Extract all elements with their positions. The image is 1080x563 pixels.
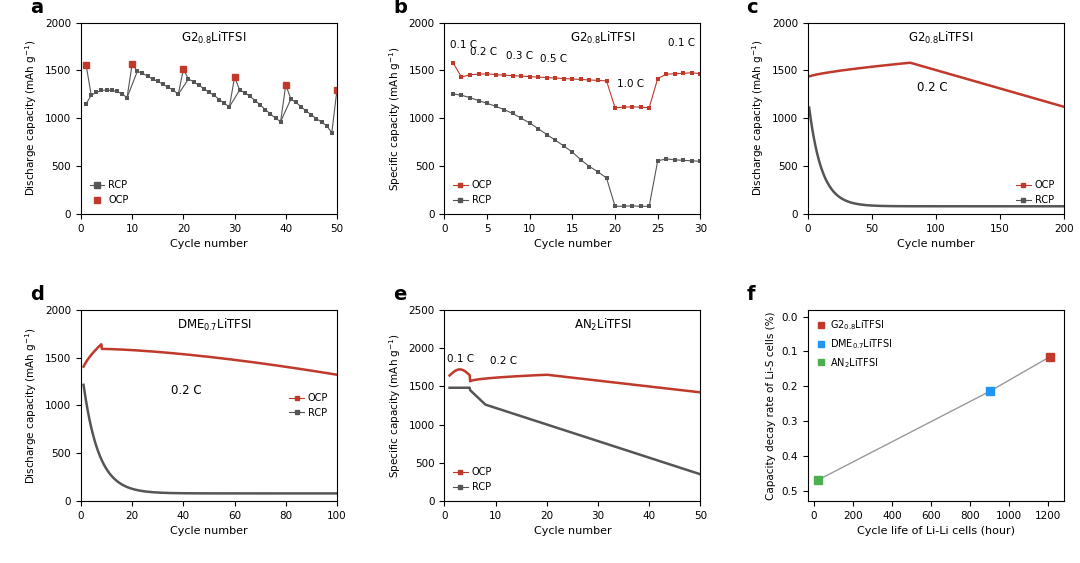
Legend: OCP, RCP: OCP, RCP <box>285 389 332 422</box>
Text: G2$_{0.8}$LiTFSI: G2$_{0.8}$LiTFSI <box>908 30 973 46</box>
Text: 1.0 C: 1.0 C <box>617 79 644 88</box>
Legend: G2$_{0.8}$LiTFSI, DME$_{0.7}$LiTFSI, AN$_2$LiTFSI: G2$_{0.8}$LiTFSI, DME$_{0.7}$LiTFSI, AN$… <box>813 315 896 373</box>
Text: b: b <box>393 0 407 17</box>
Text: G2$_{0.8}$LiTFSI: G2$_{0.8}$LiTFSI <box>570 30 636 46</box>
Text: G2$_{0.8}$LiTFSI: G2$_{0.8}$LiTFSI <box>181 30 246 46</box>
Text: 0.2 C: 0.2 C <box>490 356 517 366</box>
Y-axis label: Discharge capacity (mAh g$^{-1}$): Discharge capacity (mAh g$^{-1}$) <box>751 40 767 196</box>
Text: d: d <box>30 285 43 304</box>
Y-axis label: Specific capacity (mAh g$^{-1}$): Specific capacity (mAh g$^{-1}$) <box>387 46 403 191</box>
Text: 0.1 C: 0.1 C <box>449 41 476 50</box>
Text: 0.3 C: 0.3 C <box>505 51 534 61</box>
Y-axis label: Capacity decay rate of Li-S cells (%): Capacity decay rate of Li-S cells (%) <box>766 311 777 499</box>
Y-axis label: Specific capacity (mAh g$^{-1}$): Specific capacity (mAh g$^{-1}$) <box>387 333 403 478</box>
Text: 0.2 C: 0.2 C <box>171 384 201 397</box>
Text: DME$_{0.7}$LiTFSI: DME$_{0.7}$LiTFSI <box>177 317 252 333</box>
Text: 0.2 C: 0.2 C <box>917 82 947 95</box>
Text: e: e <box>393 285 406 304</box>
Y-axis label: Discharge capacity (mAh g$^{-1}$): Discharge capacity (mAh g$^{-1}$) <box>24 327 40 484</box>
Text: c: c <box>746 0 758 17</box>
X-axis label: Cycle number: Cycle number <box>171 239 247 249</box>
X-axis label: Cycle number: Cycle number <box>897 239 974 249</box>
Legend: OCP, RCP: OCP, RCP <box>449 463 496 496</box>
Legend: RCP, OCP: RCP, OCP <box>86 176 133 209</box>
Text: 0.1 C: 0.1 C <box>447 354 474 364</box>
Legend: OCP, RCP: OCP, RCP <box>1012 176 1058 209</box>
Text: f: f <box>746 285 755 304</box>
X-axis label: Cycle number: Cycle number <box>534 526 611 537</box>
X-axis label: Cycle number: Cycle number <box>534 239 611 249</box>
X-axis label: Cycle number: Cycle number <box>171 526 247 537</box>
Text: AN$_2$LiTFSI: AN$_2$LiTFSI <box>575 317 632 333</box>
Legend: OCP, RCP: OCP, RCP <box>449 176 496 209</box>
Y-axis label: Discharge capacity (mAh g$^{-1}$): Discharge capacity (mAh g$^{-1}$) <box>24 40 40 196</box>
Text: 0.2 C: 0.2 C <box>470 47 497 57</box>
Text: 0.1 C: 0.1 C <box>667 38 696 48</box>
Text: 0.5 C: 0.5 C <box>540 53 567 64</box>
Text: a: a <box>30 0 43 17</box>
X-axis label: Cycle life of Li-Li cells (hour): Cycle life of Li-Li cells (hour) <box>856 526 1015 537</box>
